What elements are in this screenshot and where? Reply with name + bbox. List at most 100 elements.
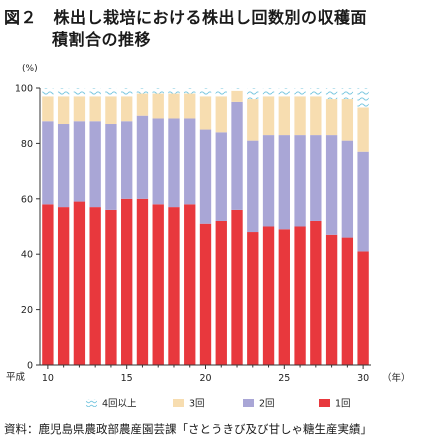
bar-segment-2-28 [325,135,338,235]
bar-segment-4-21 [215,88,227,97]
bar-segment-2-14 [105,124,117,210]
bar-segment-3-29 [341,99,354,141]
bar-segment-1-28 [325,234,338,365]
legend-label-3: 3回 [189,399,205,410]
bar-segment-2-21 [215,132,227,221]
bar-segment-3-13 [89,96,101,122]
bar-segment-2-30 [357,151,369,252]
bar-segment-2-25 [278,135,290,230]
legend-swatch-2 [243,399,254,407]
bar-segment-1-21 [215,220,227,365]
figure-title-line1: 図２ 株出し栽培における株出し回数別の収穫面 [4,8,368,27]
y-tick-label: 60 [21,194,33,205]
bar-segment-1-24 [262,226,275,365]
source-note: 資料：鹿児島県農政部農産園芸課「さとうきび及び甘しゃ糖生産実績」 [4,422,372,436]
legend: 4回以上 3回 2回 1回 [86,399,351,410]
bar-segment-2-24 [262,135,275,227]
bar-segment-1-17 [152,204,164,365]
bar-segment-1-19 [184,204,196,365]
bar-segment-3-16 [136,93,149,116]
bar-segment-3-10 [42,96,54,122]
bar-segment-3-30 [357,107,369,152]
bar-segment-4-20 [199,88,212,97]
bar-segment-1-11 [57,207,70,365]
bar-segment-1-20 [199,223,212,365]
legend-label-1: 1回 [335,399,351,410]
bar-segment-3-21 [215,96,227,133]
x-tick-label: 10 [42,373,54,384]
bar-segment-1-14 [105,209,117,365]
bar-segment-3-15 [121,96,133,122]
bar-segment-3-27 [310,96,322,136]
bars-group [42,88,369,365]
bar-segment-4-23 [247,88,259,100]
bar-segment-1-27 [310,220,322,365]
bar-segment-1-30 [357,251,369,365]
legend-swatch-1 [319,399,330,407]
bar-segment-1-12 [73,201,86,365]
bar-segment-2-22 [231,101,243,210]
bar-segment-4-14 [105,88,117,97]
bar-segment-4-11 [57,88,70,97]
y-unit-label: (%) [22,64,38,74]
bar-segment-4-24 [262,88,275,97]
bar-segment-2-16 [136,115,149,199]
bar-segment-4-19 [184,88,196,94]
bar-segment-1-16 [136,198,149,365]
bar-segment-2-27 [310,135,322,221]
bar-segment-2-10 [42,121,54,205]
y-tick-label: 20 [21,305,33,316]
bar-segment-1-29 [341,237,354,365]
bar-segment-2-26 [294,135,306,227]
legend-swatch-4 [86,399,97,407]
bar-segment-2-17 [152,118,164,205]
y-tick-label: 0 [27,361,33,372]
bar-segment-2-15 [121,121,133,199]
era-label: 平成 [6,371,26,383]
bar-segment-4-15 [121,88,133,97]
x-unit-label: （年） [382,372,411,384]
bar-segment-2-18 [168,118,180,208]
bar-segment-4-16 [136,88,149,94]
bar-segment-2-20 [199,129,212,224]
y-tick-label: 100 [15,84,33,95]
bar-segment-4-13 [89,88,101,97]
bar-segment-1-10 [42,204,54,365]
bar-segment-3-23 [247,99,259,141]
bar-segment-4-18 [168,88,180,94]
bar-segment-4-30 [357,88,369,108]
x-tick-label: 30 [357,373,369,384]
y-tick-label: 40 [21,250,33,261]
bar-segment-3-25 [278,96,290,136]
legend-swatch-3 [173,399,184,407]
bar-segment-2-23 [247,140,259,233]
x-tick-label: 25 [278,373,290,384]
y-tick-label: 80 [21,139,33,150]
x-tick-label: 15 [121,373,133,384]
bar-segment-1-22 [231,209,243,365]
bar-segment-2-19 [184,118,196,205]
bar-segment-1-23 [247,232,259,365]
bar-segment-4-25 [278,88,290,97]
bar-segment-3-11 [57,96,70,125]
legend-label-2: 2回 [259,399,275,410]
bar-segment-1-15 [121,198,133,365]
bar-segment-3-20 [199,96,212,130]
y-axis-ticks: 0 20 40 60 80 100 [15,84,40,372]
bar-segment-3-24 [262,96,275,136]
figure-title-line2: 積割合の推移 [52,30,152,49]
x-tick-label: 20 [199,373,211,384]
bar-segment-3-19 [184,93,196,119]
bar-segment-2-13 [89,121,101,208]
bar-segment-3-17 [152,93,164,119]
bar-segment-2-11 [57,124,70,208]
bar-segment-2-29 [341,140,354,238]
bar-segment-4-28 [325,88,338,100]
bar-segment-3-26 [294,96,306,136]
bar-segment-1-25 [278,229,290,365]
bar-segment-4-12 [73,88,86,97]
bar-segment-2-12 [73,121,86,202]
bar-segment-3-28 [325,99,338,136]
bar-segment-4-26 [294,88,306,97]
